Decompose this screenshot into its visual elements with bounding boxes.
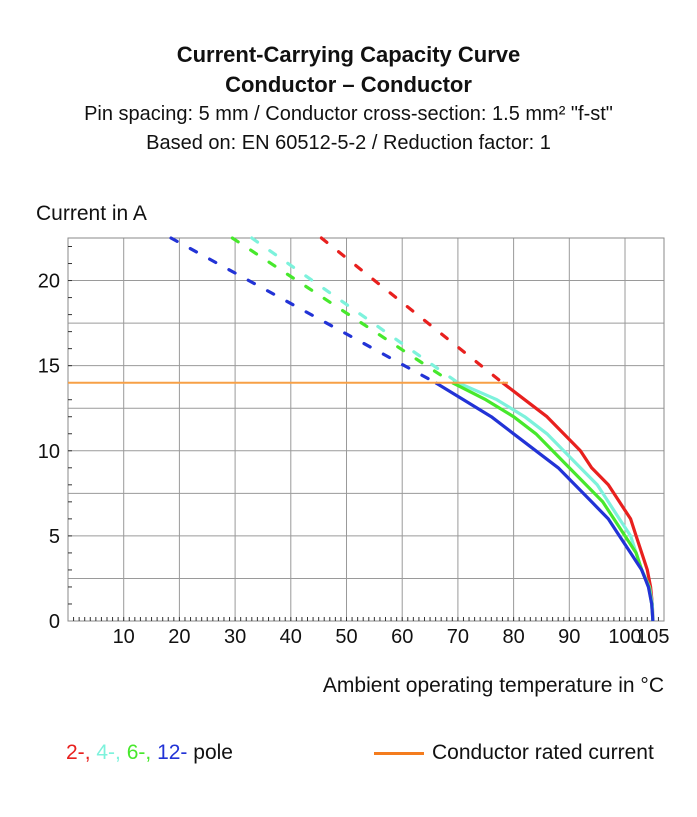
x-tick-label: 20 (168, 626, 190, 648)
chart-title: Current-Carrying Capacity Curve (176, 42, 521, 67)
x-tick-label: 105 (636, 626, 669, 648)
x-tick-label: 50 (335, 626, 357, 648)
x-tick-label: 80 (502, 626, 524, 648)
legend-sep-2: , (115, 741, 127, 764)
chart-subtitle-1: Conductor – Conductor (225, 72, 472, 97)
legend-sep-1: , (84, 741, 97, 764)
series-solid-line (457, 381, 655, 622)
legend-pole-suffix: pole (187, 741, 233, 764)
series-12-pole (169, 236, 655, 622)
rated-current-legend: Conductor rated current (374, 738, 654, 768)
rated-current-label: Conductor rated current (432, 741, 654, 764)
series-solid-line (434, 381, 655, 622)
y-tick-label: 15 (38, 356, 60, 378)
series-6-pole (230, 236, 655, 622)
legend-12-pole: 12- (157, 741, 188, 764)
x-tick-label: 30 (224, 626, 246, 648)
y-tick-label: 10 (38, 441, 60, 463)
x-tick-label: 70 (447, 626, 469, 648)
x-tick-label: 10 (113, 626, 135, 648)
chart-subtitle-2: Pin spacing: 5 mm / Conductor cross-sect… (84, 103, 613, 125)
legend-sep-3: , (145, 741, 158, 764)
x-tick-label: 60 (391, 626, 413, 648)
grid (68, 238, 664, 621)
series-2-pole (319, 236, 655, 622)
x-tick-label: 40 (280, 626, 302, 648)
pole-legend: 2-, 4-, 6-, 12- pole (66, 738, 233, 768)
legend-2-pole: 2- (66, 741, 85, 764)
legend-4-pole: 4- (96, 741, 116, 764)
y-tick-label: 0 (49, 611, 60, 633)
x-axis-label: Ambient operating temperature in °C (323, 674, 664, 697)
y-tick-label: 20 (38, 271, 60, 293)
chart-subtitle-3: Based on: EN 60512-5-2 / Reduction facto… (146, 132, 551, 154)
rated-current-swatch (374, 751, 424, 755)
plot-frame (67, 237, 665, 622)
title-block: Current-Carrying Capacity Curve Conducto… (0, 40, 697, 158)
y-axis-label: Current in A (36, 202, 147, 225)
x-tick-label: 100 (608, 626, 641, 648)
series-solid-line (451, 381, 655, 622)
y-tick-label: 5 (49, 526, 60, 548)
series-dashed-line (230, 236, 454, 385)
series-dashed-line (250, 236, 460, 385)
x-tick-label: 90 (558, 626, 580, 648)
series-solid-line (501, 381, 655, 622)
series-4-pole (250, 236, 655, 622)
legend-6-pole: 6- (126, 741, 146, 764)
series-dashed-line (319, 236, 505, 385)
series-dashed-line (169, 236, 438, 385)
